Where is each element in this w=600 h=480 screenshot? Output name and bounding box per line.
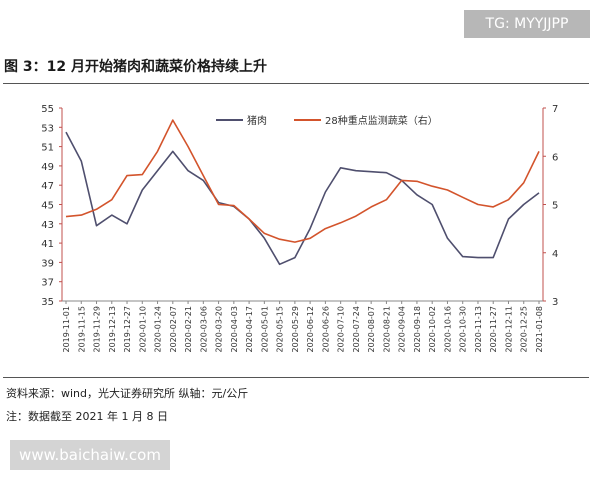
x-tick-label: 2019-11-15 bbox=[77, 306, 86, 353]
x-tick-label: 2020-03-06 bbox=[199, 306, 208, 353]
y-left-tick-label: 49 bbox=[41, 162, 54, 173]
x-tick-label: 2020-06-26 bbox=[321, 306, 330, 353]
legend-label: 猪肉 bbox=[247, 114, 267, 127]
x-tick-label: 2020-12-25 bbox=[520, 306, 529, 353]
x-tick-label: 2020-09-04 bbox=[398, 306, 407, 353]
x-tick-label: 2020-08-07 bbox=[367, 306, 376, 353]
x-tick-label: 2019-11-29 bbox=[93, 306, 102, 353]
watermark-site: www.baichaiw.com bbox=[10, 440, 170, 470]
x-tick-label: 2020-11-27 bbox=[489, 306, 498, 353]
y-left-tick-label: 41 bbox=[41, 239, 54, 250]
series-line-pork bbox=[65, 131, 540, 266]
x-tick-label: 2020-05-15 bbox=[276, 306, 285, 353]
x-tick-label: 2020-05-29 bbox=[291, 306, 300, 353]
x-tick-label: 2019-12-27 bbox=[123, 306, 132, 353]
legend-label: 28种重点监测蔬菜（右） bbox=[325, 114, 438, 127]
x-tick-label: 2020-10-30 bbox=[459, 306, 468, 353]
y-left-tick-label: 45 bbox=[41, 201, 54, 212]
x-tick-label: 2020-04-17 bbox=[245, 306, 254, 353]
x-tick-label: 2020-10-02 bbox=[428, 306, 437, 353]
y-left-tick-label: 43 bbox=[41, 220, 54, 231]
series-line-vegetables bbox=[65, 119, 540, 243]
chart-frame: 35 37 39 41 43 45 47 49 51 53 55 3 4 5 6 7 2019-11-01 201… bbox=[3, 83, 589, 378]
x-tick-label: 2020-07-24 bbox=[352, 306, 361, 353]
x-tick-label: 2020-02-07 bbox=[169, 306, 178, 353]
y-left-tick-label: 51 bbox=[41, 143, 54, 154]
x-tick-label: 2020-07-10 bbox=[337, 306, 346, 353]
x-tick-label: 2020-06-12 bbox=[306, 306, 315, 353]
x-tick-label: 2020-08-21 bbox=[382, 306, 391, 353]
y-right-tick-label: 7 bbox=[552, 104, 558, 115]
x-tick-label: 2020-05-01 bbox=[260, 306, 269, 353]
x-tick-label: 2019-11-01 bbox=[62, 306, 71, 353]
source-note: 资料来源：wind，光大证券研究所 纵轴：元/公斤 bbox=[6, 387, 249, 400]
y-right-tick-label: 5 bbox=[552, 201, 558, 212]
x-tick-label: 2020-02-21 bbox=[184, 306, 193, 353]
y-left-tick-label: 37 bbox=[41, 278, 54, 289]
x-tick-label: 2020-01-24 bbox=[154, 306, 163, 353]
y-left-tick-label: 55 bbox=[41, 104, 54, 115]
watermark-tg: TG: MYYJJPP bbox=[464, 10, 590, 38]
y-right-tick-label: 6 bbox=[552, 152, 558, 163]
x-tick-label: 2019-12-13 bbox=[108, 306, 117, 353]
x-tick-label: 2020-11-13 bbox=[474, 306, 483, 353]
y-right-tick-label: 3 bbox=[552, 297, 558, 308]
x-tick-label: 2020-01-10 bbox=[138, 306, 147, 353]
x-tick-label: 2020-04-03 bbox=[230, 306, 239, 353]
y-left-tick-label: 53 bbox=[41, 123, 54, 134]
figure-title: 图 3：12 月开始猪肉和蔬菜价格持续上升 bbox=[4, 59, 267, 75]
y-left-tick-label: 39 bbox=[41, 258, 54, 269]
x-tick-label: 2020-09-18 bbox=[413, 306, 422, 353]
x-tick-label: 2020-12-11 bbox=[504, 306, 513, 353]
y-left-tick-label: 35 bbox=[41, 297, 54, 308]
date-note: 注：数据截至 2021 年 1 月 8 日 bbox=[6, 410, 168, 423]
y-left-tick-label: 47 bbox=[41, 181, 54, 192]
x-tick-label: 2020-03-20 bbox=[215, 306, 224, 353]
x-tick-label: 2021-01-08 bbox=[535, 306, 544, 353]
x-tick-label: 2020-10-16 bbox=[443, 306, 452, 353]
y-right-tick-label: 4 bbox=[552, 249, 558, 260]
